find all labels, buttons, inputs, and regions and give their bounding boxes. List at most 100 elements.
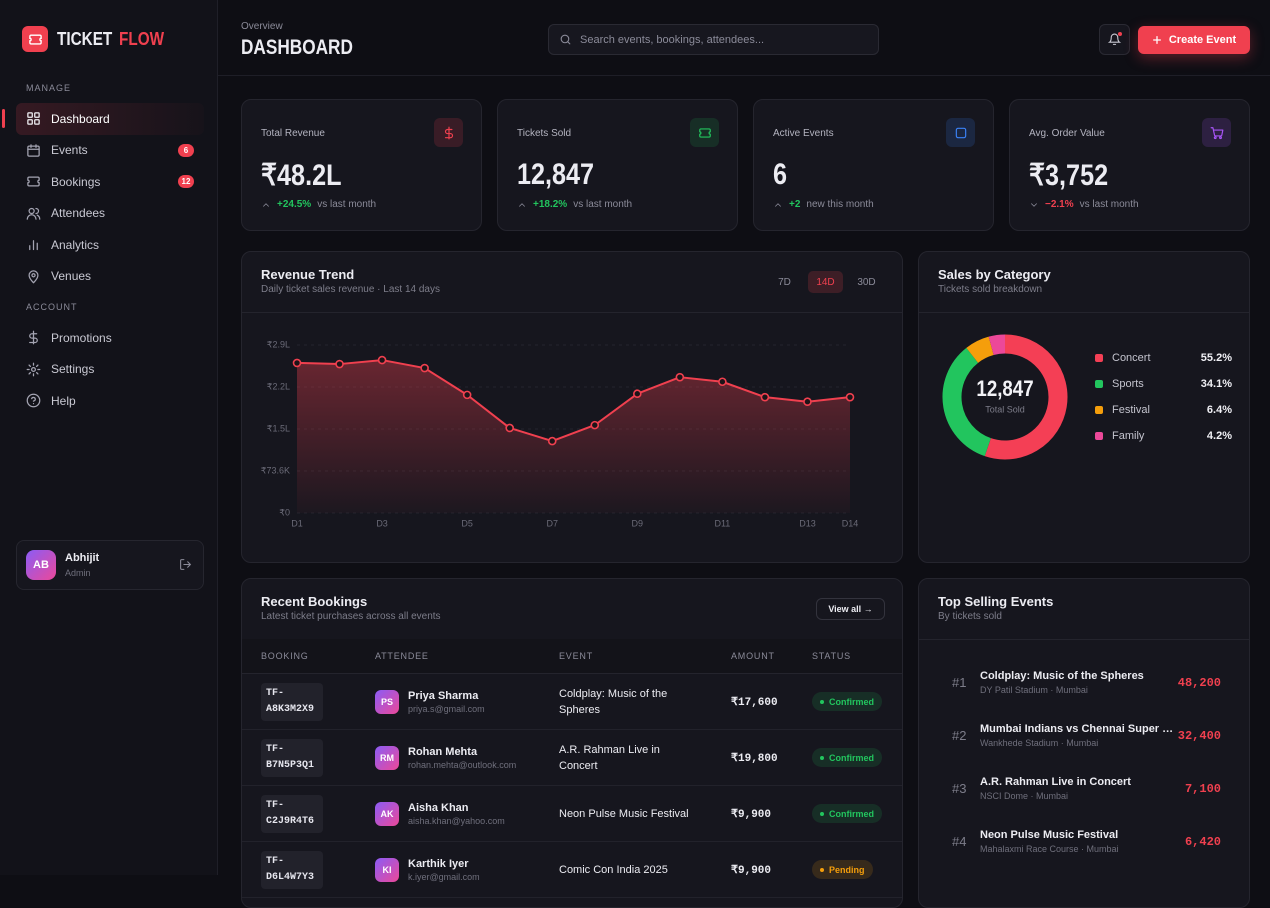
x-tick-label: D9 xyxy=(632,518,644,528)
x-tick-label: D7 xyxy=(546,518,558,528)
icon-shape xyxy=(34,119,40,125)
event-info: A.R. Rahman Live in Concert NSCI Dome · M… xyxy=(980,776,1176,801)
icon-shape xyxy=(34,112,40,119)
stat-value: ₹3,752 xyxy=(1029,159,1109,192)
legend-row: Sports 34.1% xyxy=(1091,371,1232,397)
icon-shape xyxy=(27,119,33,125)
nav-item[interactable]: Attendees xyxy=(16,198,204,230)
view-all-button[interactable]: View all → xyxy=(816,598,885,620)
icon-shape xyxy=(1031,202,1037,207)
nav-icon xyxy=(26,111,41,126)
create-event-label: Create Event xyxy=(1168,34,1237,46)
search-box[interactable]: Search events, bookings, attendees... xyxy=(548,24,879,55)
donut-segment xyxy=(942,347,992,457)
icon-shape xyxy=(27,145,40,157)
event-row[interactable]: #1 Coldplay: Music of the Spheres DY Patil… xyxy=(919,656,1249,709)
icon-shape xyxy=(567,41,571,45)
status-pill: Confirmed xyxy=(812,804,882,823)
nav-item[interactable]: Dashboard xyxy=(2,103,204,135)
status-label: Confirmed xyxy=(829,808,874,819)
notifications-button[interactable] xyxy=(1099,24,1130,55)
icon-shape xyxy=(26,362,41,377)
column-header: AMOUNT xyxy=(731,651,775,661)
donut-center-value: 12,847 xyxy=(976,377,1033,401)
status-dot xyxy=(820,867,824,872)
event-venue: DY Patil Stadium · Mumbai xyxy=(980,685,1088,695)
table-row[interactable]: TF-D6L4W7Y3 KI Karthik Iyer k.iyer@gmail.co… xyxy=(242,842,902,898)
legend-swatch xyxy=(1095,432,1103,440)
event-rank: #4 xyxy=(952,834,967,849)
booking-cell: TF-D6L4W7Y3 xyxy=(261,850,375,889)
event-cell: Coldplay: Music of the Spheres xyxy=(559,686,731,718)
nav-item[interactable]: Venues xyxy=(16,261,204,293)
tickets-sold: 6,420 xyxy=(1184,834,1221,849)
icon-shape xyxy=(698,127,711,138)
nav-item[interactable]: Settings xyxy=(16,354,204,386)
event-row[interactable]: #2 Mumbai Indians vs Chennai Super Kings W… xyxy=(919,709,1249,762)
area-fill xyxy=(297,360,850,513)
column-header: STATUS xyxy=(812,651,851,661)
attendee-avatar: RM xyxy=(375,745,399,770)
icon-shape xyxy=(28,207,35,214)
nav-item[interactable]: Analytics xyxy=(16,229,204,261)
nav-item[interactable]: Help xyxy=(16,385,204,417)
logo-shape xyxy=(28,33,42,45)
icon-shape xyxy=(180,559,192,570)
table-header: BOOKING ATTENDEE EVENT AMOUNT STATUS xyxy=(242,639,902,674)
nav-item[interactable]: Events 6 xyxy=(16,135,204,167)
divider xyxy=(242,312,902,313)
icon-shape xyxy=(26,393,41,408)
range-tab[interactable]: 30D xyxy=(857,276,876,288)
table-row[interactable]: TF-A8K3M2X9 PS Priya Sharma priya.s@gmail.c… xyxy=(242,674,902,730)
event-row[interactable]: #3 A.R. Rahman Live in Concert NSCI Dome ·… xyxy=(919,762,1249,815)
event-name: Neon Pulse Music Festival xyxy=(559,807,689,820)
stat-icon xyxy=(690,118,719,147)
icon-shape xyxy=(27,144,40,157)
amount-cell: ₹17,600 xyxy=(731,695,812,709)
icon-shape xyxy=(519,202,525,207)
event-cell: Neon Pulse Music Festival xyxy=(559,806,731,822)
tickets-sold: 48,200 xyxy=(1177,675,1221,690)
stat-change-row: +2 new this month xyxy=(773,199,874,210)
icon-shape xyxy=(26,393,41,408)
icon-shape xyxy=(444,126,453,139)
booking-cell: TF-C2J9R4T6 xyxy=(261,794,375,833)
stat-label: Tickets Sold xyxy=(517,128,572,139)
icon-shape xyxy=(27,176,40,187)
event-row[interactable]: #4 Neon Pulse Music Festival Mahalaxmi Rac… xyxy=(919,815,1249,868)
tickets-sold: 32,400 xyxy=(1177,728,1221,743)
bookings-card: Recent Bookings Latest ticket purchases … xyxy=(241,578,903,908)
event-venue: Wankhede Stadium · Mumbai xyxy=(980,738,1099,748)
table-row[interactable]: TF-C2J9R4T6 AK Aisha Khan aisha.khan@yahoo.… xyxy=(242,786,902,842)
legend-swatch xyxy=(1095,380,1103,388)
x-tick-label: D14 xyxy=(842,518,859,528)
donut-segment xyxy=(966,336,995,364)
icon-shape xyxy=(698,127,711,138)
range-tab[interactable]: 7D xyxy=(778,276,791,288)
stat-card: Total Revenue ₹48.2L +24.5% vs last month xyxy=(241,99,482,231)
amount-cell: ₹9,900 xyxy=(731,863,812,877)
status-cell: Confirmed xyxy=(812,692,882,711)
nav-icon xyxy=(26,174,41,189)
nav-label: Bookings xyxy=(51,174,101,189)
event-name: Mumbai Indians vs Chennai Super Kings xyxy=(980,723,1176,735)
nav-item[interactable]: Bookings 12 xyxy=(16,166,204,198)
stat-card: Tickets Sold 12,847 +18.2% vs last month xyxy=(497,99,738,231)
nav-item[interactable]: Promotions xyxy=(16,322,204,354)
icon-shape xyxy=(27,176,40,187)
user-card: AB Abhijit Admin xyxy=(16,540,204,590)
icon-shape xyxy=(29,240,38,251)
status-dot xyxy=(820,811,824,816)
logout-button[interactable] xyxy=(179,558,192,574)
nav-label: Analytics xyxy=(51,237,100,252)
table-row[interactable]: TF-B7N5P3Q1 RM Rohan Mehta rohan.mehta@outl… xyxy=(242,730,902,786)
point xyxy=(505,423,514,433)
brand-logo xyxy=(22,26,48,52)
event-name: A.R. Rahman Live in Concert xyxy=(559,743,660,772)
icon-shape xyxy=(775,202,781,207)
point xyxy=(590,420,600,430)
create-event-button[interactable]: Create Event xyxy=(1138,26,1250,54)
range-tab[interactable]: 14D xyxy=(808,271,843,293)
legend-label: Festival xyxy=(1112,404,1150,416)
panel-title: Revenue Trend xyxy=(261,267,355,282)
